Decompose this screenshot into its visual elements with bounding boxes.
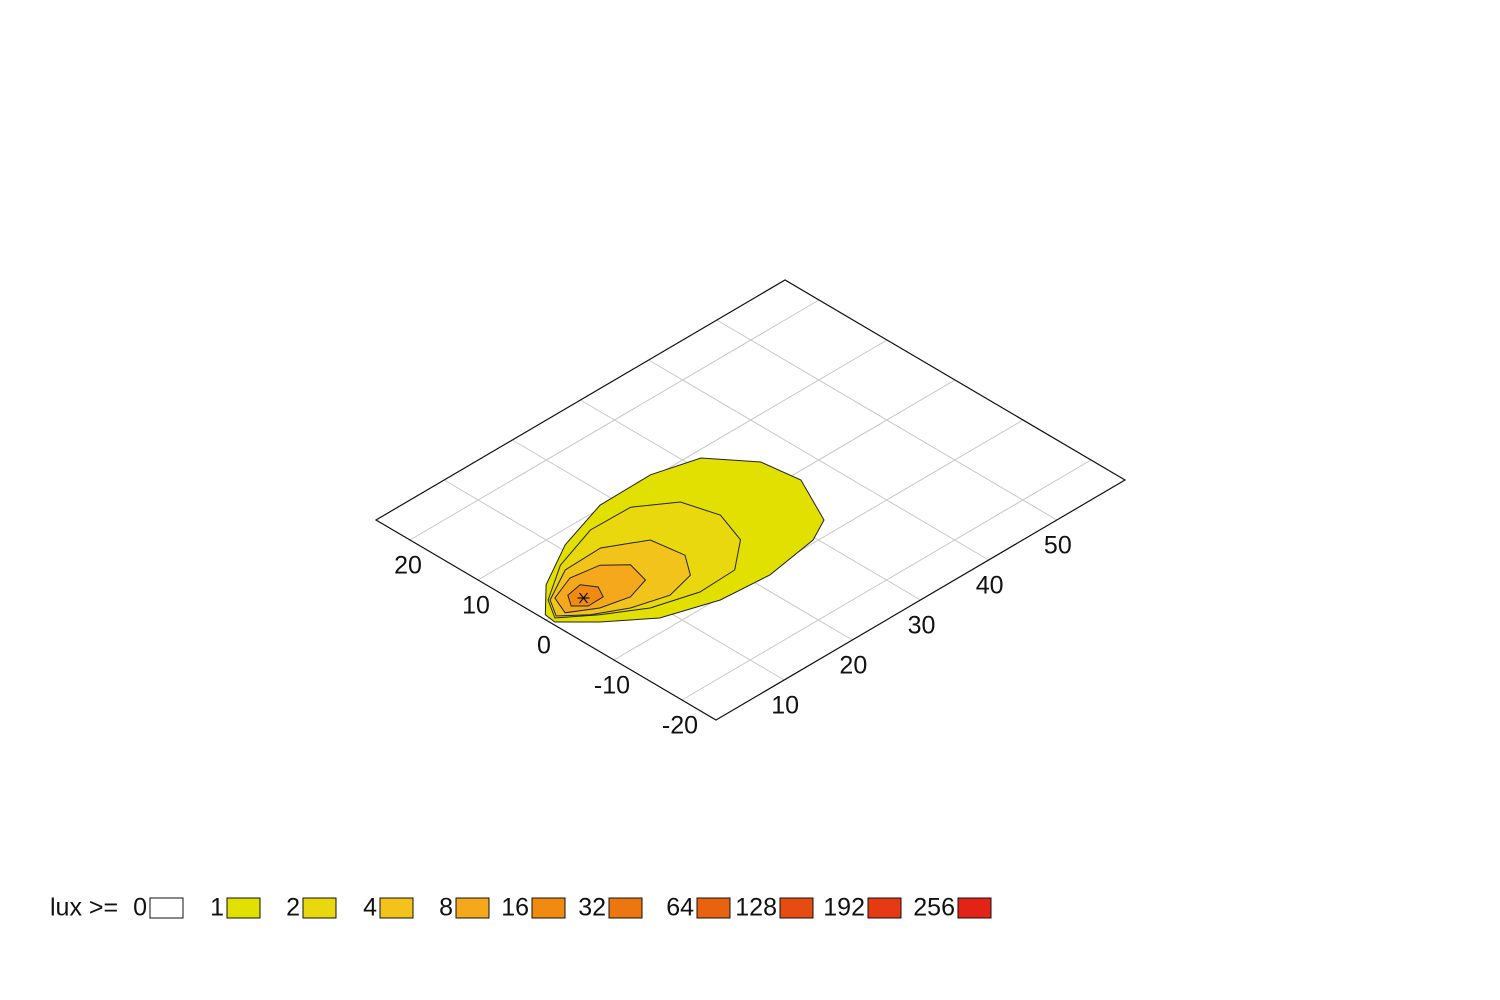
legend-swatch: [379, 897, 414, 919]
legend-swatch: [302, 897, 337, 919]
grid-line: [681, 459, 1092, 701]
y-tick-label: -20: [662, 712, 698, 740]
grid: [409, 299, 1092, 701]
legend: lux >= 0 1 2 4 8 16 32 64 128 192 256: [50, 894, 992, 922]
y-tick-label: 0: [537, 632, 551, 660]
legend-label: 8: [439, 894, 453, 922]
legend-label: 2: [286, 894, 300, 922]
legend-label: 192: [823, 894, 865, 922]
legend-label: 64: [666, 894, 694, 922]
x-tick-label: 10: [771, 692, 799, 720]
legend-swatch: [455, 897, 490, 919]
legend-swatch: [226, 897, 261, 919]
contours: [544, 457, 825, 623]
luminaire-stroke: [579, 592, 588, 604]
x-tick-label: 50: [1044, 532, 1072, 560]
plane-border: [374, 279, 1127, 721]
y-tick-label: 20: [394, 552, 422, 580]
luminaire: [577, 592, 590, 604]
legend-label: 256: [913, 894, 955, 922]
legend-swatch: [531, 897, 566, 919]
legend-label: 32: [578, 894, 606, 922]
legend-label: 0: [133, 894, 147, 922]
grid-line: [409, 299, 820, 541]
x-tick-label: 20: [839, 652, 867, 680]
x-tick-label: 40: [976, 572, 1004, 600]
grid-line: [477, 339, 888, 581]
legend-swatch: [696, 897, 731, 919]
legend-label: 128: [735, 894, 777, 922]
axes: 10 20 30 40 50 -20 -10 0 10 20: [374, 279, 1127, 740]
legend-title: lux >=: [50, 894, 118, 922]
x-tick-label: 30: [908, 612, 936, 640]
grid-line: [613, 419, 1024, 661]
y-tick-label: 10: [462, 592, 490, 620]
legend-label: 16: [501, 894, 529, 922]
legend-swatch: [779, 897, 814, 919]
legend-swatch: [149, 897, 184, 919]
legend-label: 1: [210, 894, 224, 922]
legend-swatch: [957, 897, 992, 919]
legend-label: 4: [363, 894, 377, 922]
legend-swatch: [867, 897, 902, 919]
y-tick-label: -10: [594, 672, 630, 700]
legend-swatch: [608, 897, 643, 919]
